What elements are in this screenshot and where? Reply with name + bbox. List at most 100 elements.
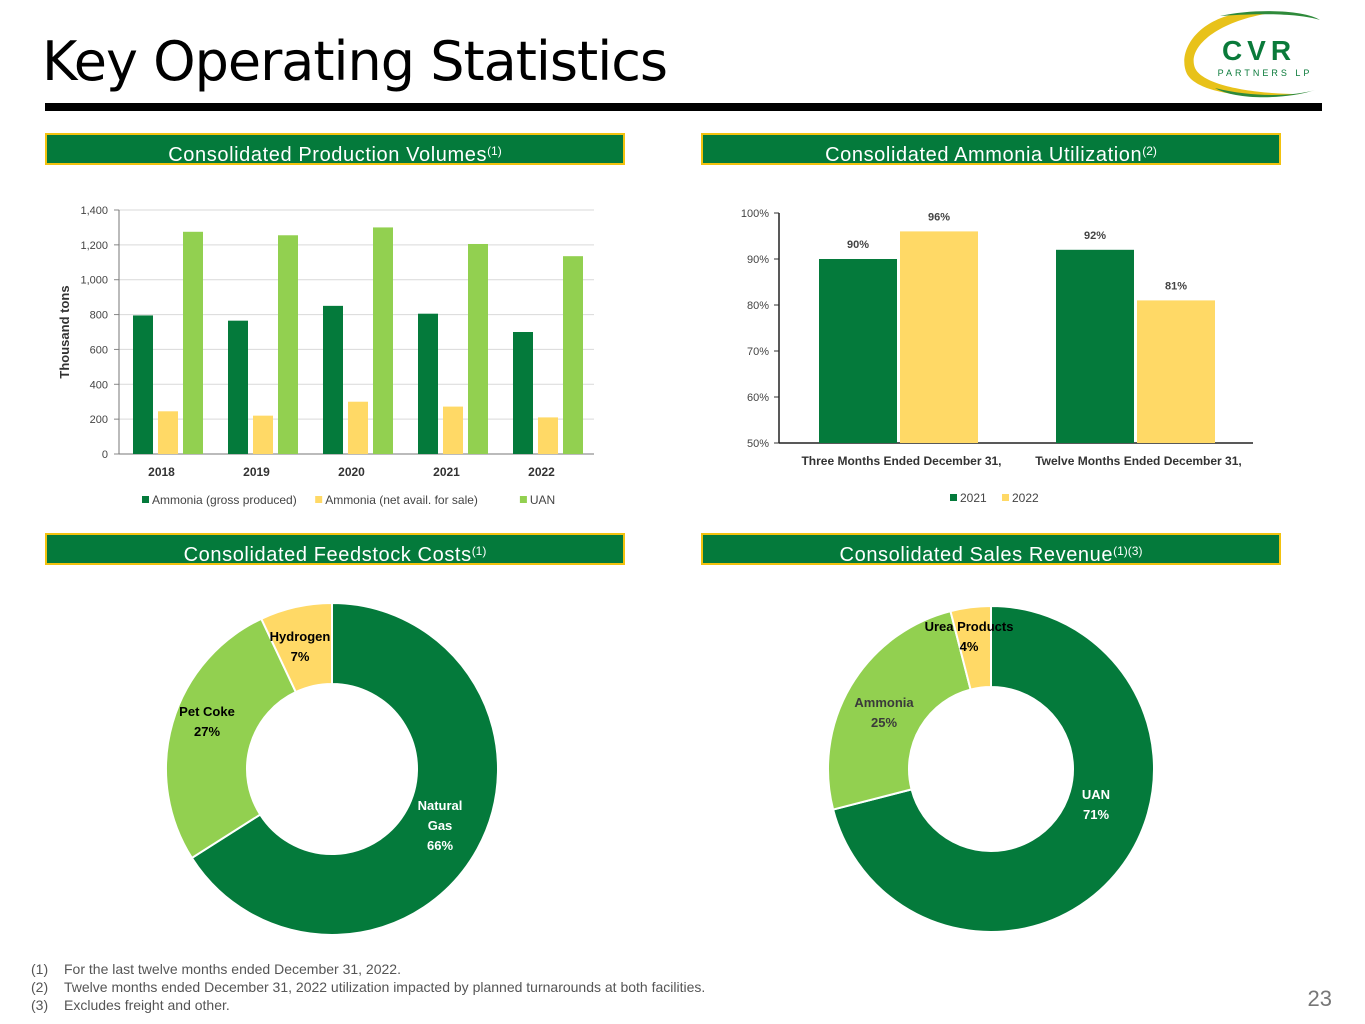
revenue-slice-label: Ammonia	[854, 695, 914, 710]
utilization-legend-swatch	[950, 494, 957, 501]
revenue-slice-label: Urea Products	[925, 619, 1014, 634]
production-bar	[228, 320, 248, 454]
revenue-slice	[831, 604, 1155, 933]
feedstock-slice-label: Gas	[428, 818, 453, 833]
production-ytick-label: 800	[90, 310, 108, 322]
footnote-3-number: (3)	[31, 997, 49, 1013]
footnote-3: (3) Excludes freight and other.	[31, 997, 230, 1013]
utilization-ytick-label: 60%	[747, 392, 769, 404]
feedstock-slice-label: Natural	[418, 798, 463, 813]
logo-swoosh-green	[1220, 11, 1320, 20]
production-xtick-label: 2021	[433, 465, 460, 479]
production-legend-swatch	[519, 496, 527, 503]
production-xtick-label: 2018	[148, 465, 175, 479]
production-legend-label: Ammonia (gross produced)	[152, 493, 297, 507]
utilization-data-label: 81%	[1165, 280, 1187, 292]
revenue-slice-value: 71%	[1083, 807, 1109, 822]
production-bar	[538, 417, 558, 454]
logo-sub-text: PARTNERS LP	[1218, 68, 1313, 78]
production-bar	[183, 231, 203, 454]
production-legend-swatch	[142, 496, 149, 503]
footnote-2: (2) Twelve months ended December 31, 2022…	[31, 979, 705, 995]
feedstock-panel-note: (1)	[471, 544, 487, 558]
company-logo: CVR PARTNERS LP	[1184, 11, 1320, 98]
utilization-bar	[819, 259, 897, 443]
utilization-ytick-label: 50%	[747, 438, 769, 450]
revenue-slice-value: 25%	[871, 715, 897, 730]
utilization-data-label: 92%	[1084, 230, 1106, 242]
production-bar	[253, 415, 273, 454]
utilization-legend-label: 2022	[1012, 491, 1039, 505]
revenue-slice-value: 4%	[960, 639, 979, 654]
production-bar	[158, 411, 178, 454]
logo-main-text: CVR	[1222, 35, 1296, 66]
production-xtick-label: 2020	[338, 465, 365, 479]
feedstock-slice-label: Hydrogen	[270, 629, 331, 644]
production-bar	[418, 313, 438, 454]
production-bar	[563, 256, 583, 454]
production-bar	[443, 406, 463, 454]
utilization-ytick-label: 80%	[747, 300, 769, 312]
utilization-bar	[900, 231, 978, 443]
utilization-ytick-label: 90%	[747, 254, 769, 266]
utilization-ytick-label: 70%	[747, 346, 769, 358]
utilization-xtick-label: Twelve Months Ended December 31,	[1035, 454, 1242, 468]
production-bar	[278, 235, 298, 454]
revenue-panel-title: Consolidated Sales Revenue	[839, 544, 1114, 566]
production-ytick-label: 400	[90, 379, 108, 391]
revenue-slice-label: UAN	[1082, 787, 1110, 802]
revenue-panel-header: Consolidated Sales Revenue(1)(3)	[701, 533, 1281, 566]
feedstock-panel-title: Consolidated Feedstock Costs	[183, 544, 472, 566]
feedstock-slice-value: 66%	[427, 838, 453, 853]
production-y-axis-label: Thousand tons	[57, 285, 72, 378]
footnote-2-number: (2)	[31, 979, 49, 995]
utilization-data-label: 96%	[928, 211, 950, 223]
utilization-panel-title: Consolidated Ammonia Utilization	[825, 144, 1143, 166]
production-ytick-label: 600	[90, 344, 108, 356]
feedstock-slice	[259, 601, 333, 694]
production-bar	[468, 243, 488, 454]
production-ytick-label: 200	[90, 414, 108, 426]
feedstock-slice-value: 7%	[291, 649, 310, 664]
production-ytick-label: 1,000	[80, 275, 108, 287]
production-bar	[323, 305, 343, 454]
revenue-slice	[827, 609, 972, 811]
title-rule	[45, 103, 1322, 111]
utilization-ytick-label: 100%	[741, 208, 769, 220]
revenue-panel-note: (1)(3)	[1113, 544, 1143, 558]
production-panel-title: Consolidated Production Volumes	[168, 144, 488, 166]
production-panel-note: (1)	[487, 144, 502, 158]
feedstock-slice	[190, 601, 499, 936]
footnote-1: (1) For the last twelve months ended Dece…	[31, 961, 401, 977]
production-bar	[373, 227, 393, 454]
footnote-1-number: (1)	[31, 961, 49, 977]
feedstock-slice-label: Pet Coke	[179, 704, 235, 719]
production-xtick-label: 2022	[528, 465, 555, 479]
feedstock-panel-header: Consolidated Feedstock Costs(1)	[45, 533, 625, 566]
revenue-slice	[949, 604, 992, 691]
production-xtick-label: 2019	[243, 465, 270, 479]
production-ytick-label: 1,200	[80, 240, 108, 252]
page-title: Key Operating Statistics	[42, 30, 668, 93]
production-panel-header: Consolidated Production Volumes(1)	[45, 133, 625, 166]
feedstock-slice-value: 27%	[194, 724, 220, 739]
utilization-panel-header: Consolidated Ammonia Utilization(2)	[701, 133, 1281, 166]
logo-swoosh-green-lower	[1215, 88, 1315, 98]
production-legend-swatch	[315, 496, 323, 503]
utilization-panel-note: (2)	[1142, 144, 1157, 158]
footnote-3-text: Excludes freight and other.	[64, 997, 230, 1013]
utilization-bar	[1137, 300, 1215, 443]
footnote-1-text: For the last twelve months ended Decembe…	[64, 961, 401, 977]
production-bar	[513, 332, 533, 454]
utilization-legend-swatch	[1002, 494, 1009, 501]
production-ytick-label: 1,400	[80, 205, 108, 217]
production-bar	[133, 315, 153, 454]
production-legend-label: Ammonia (net avail. for sale)	[325, 493, 478, 507]
utilization-bar	[1056, 249, 1134, 443]
production-ytick-label: 0	[102, 449, 108, 461]
page-number: 23	[1307, 986, 1332, 1011]
production-legend-label: UAN	[530, 493, 555, 507]
production-bar	[348, 401, 368, 454]
feedstock-slice	[165, 617, 298, 860]
